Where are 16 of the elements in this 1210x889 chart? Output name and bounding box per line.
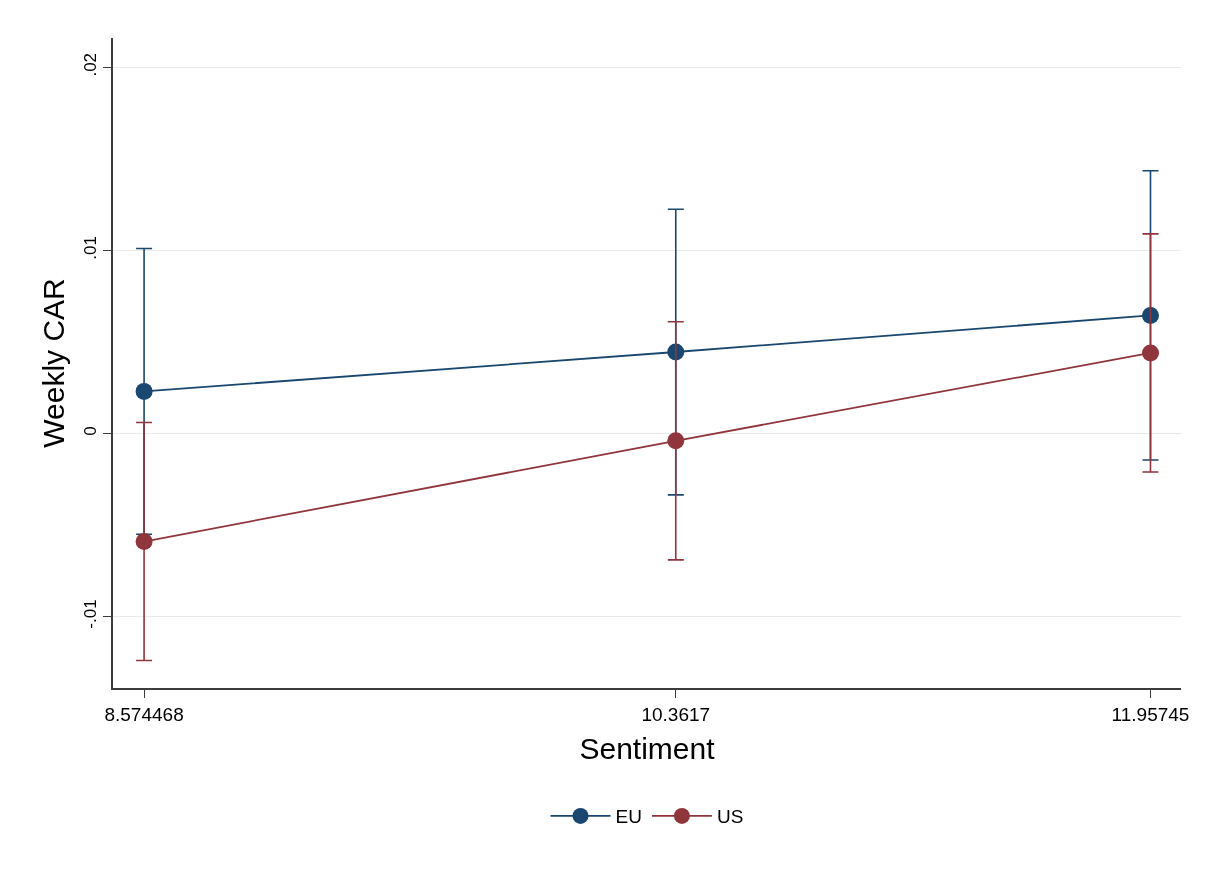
point [1142, 306, 1159, 324]
x-axis-title: Sentiment [579, 731, 716, 765]
point [1142, 344, 1159, 362]
legend-label: US [716, 806, 744, 828]
x-tick-label: 10.3617 [641, 703, 711, 725]
point [135, 533, 153, 551]
y-tick-label: 0 [81, 426, 101, 436]
point [667, 432, 685, 450]
y-tick-label: .01 [81, 236, 101, 260]
y-tick-label: .02 [81, 52, 101, 77]
x-tick-label: 11.95745 [1111, 703, 1190, 725]
y-tick-label: -.01 [81, 599, 101, 629]
y-axis-title: Weekly CAR [36, 278, 70, 448]
point [135, 382, 153, 400]
legend-label: EU [615, 806, 642, 828]
x-tick-label: 8.574468 [104, 703, 184, 725]
